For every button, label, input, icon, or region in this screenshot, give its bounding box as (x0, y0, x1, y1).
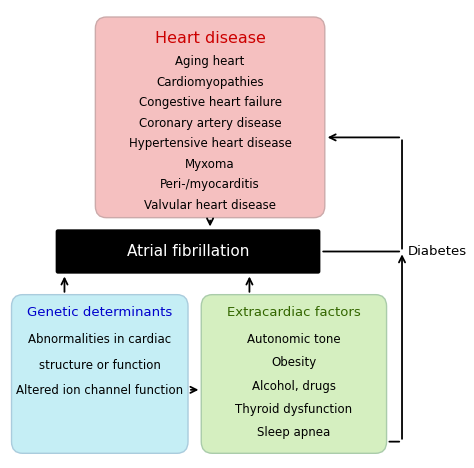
Text: Myxoma: Myxoma (185, 158, 235, 171)
Text: Peri-/myocarditis: Peri-/myocarditis (160, 178, 260, 191)
Text: Thyroid dysfunction: Thyroid dysfunction (236, 403, 353, 416)
Text: structure or function: structure or function (39, 358, 161, 372)
Text: Altered ion channel function: Altered ion channel function (16, 384, 183, 397)
Text: Hypertensive heart disease: Hypertensive heart disease (128, 138, 292, 150)
Text: Aging heart: Aging heart (175, 55, 245, 68)
FancyBboxPatch shape (11, 295, 188, 453)
Text: Atrial fibrillation: Atrial fibrillation (127, 244, 249, 259)
Text: Autonomic tone: Autonomic tone (247, 333, 341, 346)
Text: Diabetes: Diabetes (407, 245, 466, 258)
Text: Abnormalities in cardiac: Abnormalities in cardiac (28, 333, 171, 346)
Text: Heart disease: Heart disease (155, 31, 265, 46)
FancyBboxPatch shape (201, 295, 387, 453)
FancyBboxPatch shape (55, 229, 320, 274)
Text: Valvular heart disease: Valvular heart disease (144, 199, 276, 212)
Text: Congestive heart failure: Congestive heart failure (138, 96, 282, 110)
Text: Cardiomyopathies: Cardiomyopathies (156, 76, 264, 89)
Text: Obesity: Obesity (271, 356, 317, 369)
Text: Sleep apnea: Sleep apnea (257, 426, 330, 439)
Text: Genetic determinants: Genetic determinants (27, 307, 173, 319)
FancyBboxPatch shape (95, 17, 325, 218)
Text: Extracardiac factors: Extracardiac factors (227, 307, 361, 319)
Text: Alcohol, drugs: Alcohol, drugs (252, 380, 336, 393)
Text: Coronary artery disease: Coronary artery disease (139, 117, 282, 130)
